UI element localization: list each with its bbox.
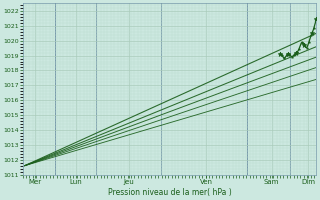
X-axis label: Pression niveau de la mer( hPa ): Pression niveau de la mer( hPa ) [108, 188, 231, 197]
